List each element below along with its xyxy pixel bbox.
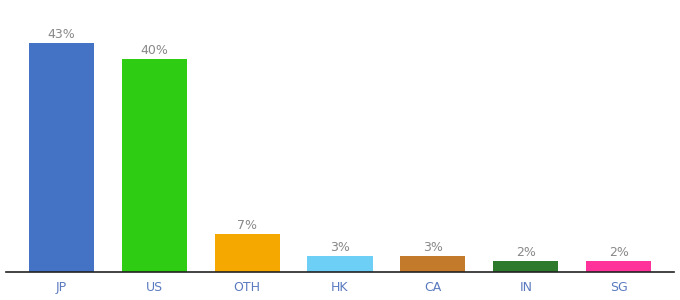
Text: 7%: 7% [237,219,257,232]
Text: 43%: 43% [48,28,75,41]
Text: 3%: 3% [423,241,443,254]
Bar [493,261,558,272]
Text: 40%: 40% [140,44,168,57]
Text: 2%: 2% [609,246,628,259]
Bar [215,235,279,272]
Bar [401,256,465,272]
Bar [307,256,373,272]
Bar [29,43,94,272]
Text: 3%: 3% [330,241,350,254]
Bar [122,59,187,272]
Text: 2%: 2% [516,246,536,259]
Bar [586,261,651,272]
